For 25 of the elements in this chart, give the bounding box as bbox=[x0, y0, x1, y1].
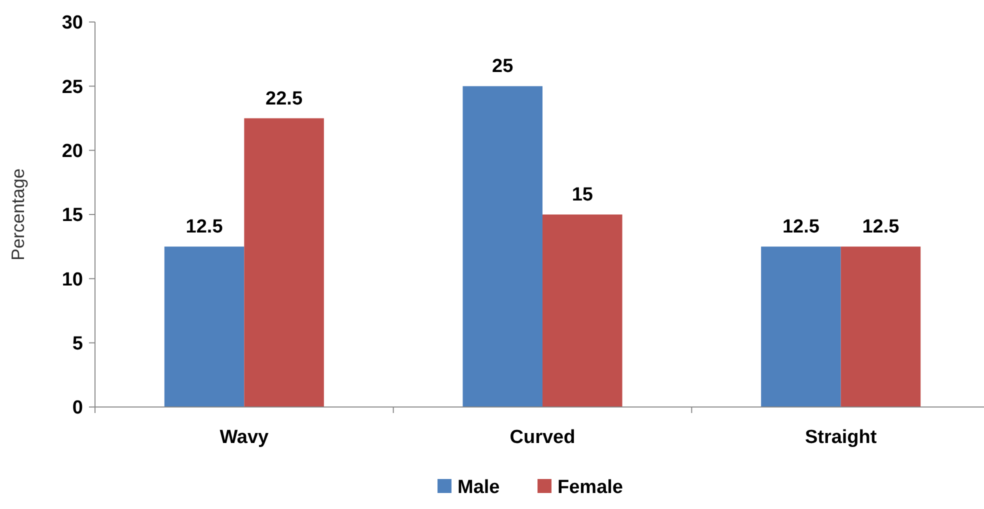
x-tick-label: Straight bbox=[804, 427, 878, 448]
legend-label: Female bbox=[558, 477, 623, 498]
bar bbox=[462, 86, 542, 407]
data-label: 12.5 bbox=[186, 216, 224, 238]
y-tick-label: 10 bbox=[62, 269, 83, 290]
y-tick-label: 15 bbox=[62, 205, 84, 226]
x-tick-label: Curved bbox=[510, 427, 576, 448]
y-tick-label: 20 bbox=[62, 140, 83, 162]
data-label: 12.5 bbox=[862, 216, 900, 238]
y-axis-title: Percentage bbox=[8, 168, 28, 261]
legend-label: Male bbox=[458, 477, 500, 498]
y-tick-label: 25 bbox=[62, 76, 84, 98]
data-label: 15 bbox=[572, 184, 594, 206]
bar bbox=[164, 246, 244, 407]
data-label: 22.5 bbox=[266, 88, 303, 110]
data-label: 25 bbox=[492, 56, 514, 78]
y-tick-label: 5 bbox=[72, 333, 84, 354]
bar bbox=[244, 118, 324, 407]
y-tick-label: 0 bbox=[72, 398, 83, 419]
bar bbox=[542, 214, 622, 407]
x-tick-label: Wavy bbox=[220, 427, 270, 448]
data-label: 12.5 bbox=[782, 216, 820, 238]
y-tick-label: 30 bbox=[62, 12, 83, 34]
bar bbox=[840, 246, 921, 407]
bar bbox=[761, 246, 841, 407]
